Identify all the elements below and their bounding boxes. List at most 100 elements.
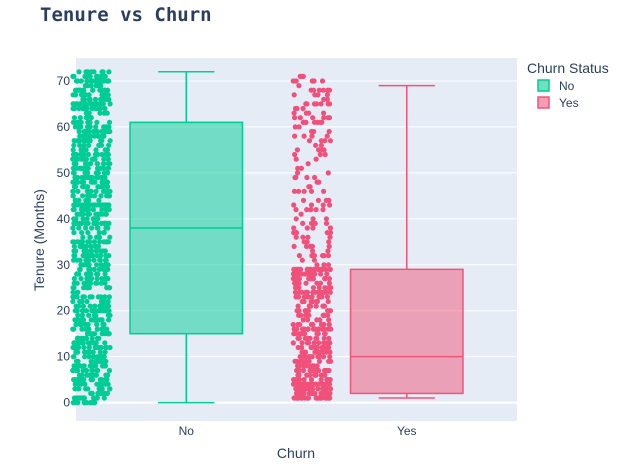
point-yes: [323, 216, 329, 222]
point-yes: [316, 367, 322, 374]
point-yes: [326, 317, 332, 323]
point-yes: [300, 367, 306, 374]
point-no: [75, 358, 81, 364]
point-no: [92, 344, 98, 351]
point-no: [105, 312, 111, 318]
point-no: [84, 170, 90, 176]
point-no: [102, 280, 108, 286]
point-yes: [310, 289, 316, 295]
point-yes: [294, 170, 301, 176]
point-no: [97, 78, 103, 84]
point-yes: [295, 165, 301, 171]
point-no: [103, 257, 109, 263]
point-no: [77, 101, 83, 107]
point-no: [75, 239, 81, 245]
point-yes: [310, 225, 316, 231]
point-yes: [292, 358, 298, 364]
point-no: [86, 262, 92, 268]
point-no: [73, 220, 79, 226]
point-no: [80, 216, 86, 222]
point-yes: [320, 253, 326, 259]
point-yes: [316, 285, 322, 291]
legend-item-no[interactable]: No: [537, 79, 575, 93]
point-no: [97, 354, 103, 360]
point-no: [75, 289, 81, 295]
point-yes: [326, 321, 332, 328]
point-no: [88, 248, 95, 254]
point-yes: [325, 248, 331, 254]
point-no: [81, 335, 87, 341]
point-yes: [319, 326, 326, 332]
point-yes: [296, 312, 302, 318]
point-no: [71, 243, 77, 249]
point-yes: [311, 78, 317, 84]
point-no: [98, 262, 104, 268]
point-no: [88, 174, 94, 181]
point-yes: [296, 188, 302, 194]
legend-item-yes[interactable]: Yes: [537, 96, 579, 110]
point-yes: [313, 207, 319, 213]
y-tick-label-40: 40: [57, 212, 71, 226]
point-no: [74, 308, 80, 314]
point-yes: [324, 230, 330, 236]
point-no: [94, 73, 100, 79]
point-yes: [327, 138, 333, 144]
point-no: [71, 184, 77, 190]
point-yes: [319, 119, 325, 125]
point-yes: [304, 174, 310, 181]
point-yes: [296, 276, 302, 282]
point-no: [93, 147, 99, 153]
point-yes: [304, 101, 310, 107]
point-yes: [306, 358, 312, 364]
point-no: [102, 303, 108, 309]
point-yes: [322, 285, 328, 291]
point-no: [79, 156, 85, 162]
point-yes: [322, 138, 328, 144]
point-no: [94, 367, 100, 374]
point-yes: [291, 110, 297, 116]
point-yes: [325, 308, 331, 314]
point-no: [79, 179, 85, 185]
point-yes: [327, 354, 333, 360]
point-yes: [306, 303, 312, 309]
point-no: [70, 289, 76, 295]
point-yes: [318, 377, 324, 383]
point-no: [100, 161, 106, 167]
point-no: [81, 92, 87, 98]
point-no: [94, 174, 100, 181]
legend-swatch-no: [537, 79, 550, 92]
point-no: [74, 124, 80, 130]
point-no: [99, 133, 106, 139]
point-no: [74, 257, 80, 263]
point-yes: [312, 344, 318, 351]
point-no: [70, 326, 76, 332]
point-yes: [297, 321, 303, 328]
point-yes: [295, 344, 301, 351]
point-yes: [327, 266, 333, 272]
point-yes: [293, 331, 299, 337]
point-no: [99, 142, 105, 148]
point-yes: [300, 317, 306, 323]
legend[interactable]: Churn Status No Yes: [527, 60, 609, 110]
point-yes: [304, 372, 310, 378]
point-no: [84, 248, 90, 254]
point-no: [105, 298, 111, 305]
point-yes: [315, 395, 322, 401]
point-yes: [291, 326, 297, 332]
point-no: [95, 317, 101, 323]
point-no: [106, 142, 112, 148]
point-no: [105, 276, 111, 282]
point-no: [73, 92, 79, 98]
point-no: [74, 174, 80, 181]
point-yes: [304, 225, 310, 231]
boxes: [129, 71, 464, 404]
point-yes: [293, 230, 300, 236]
point-yes: [326, 390, 332, 396]
point-no: [97, 390, 103, 396]
point-yes: [300, 197, 307, 203]
point-no: [72, 197, 78, 203]
point-no: [91, 156, 97, 162]
x-axis-ticks: No Yes: [179, 424, 417, 438]
y-axis-ticks: 0 10 20 30 40 50 60 70: [57, 74, 71, 410]
